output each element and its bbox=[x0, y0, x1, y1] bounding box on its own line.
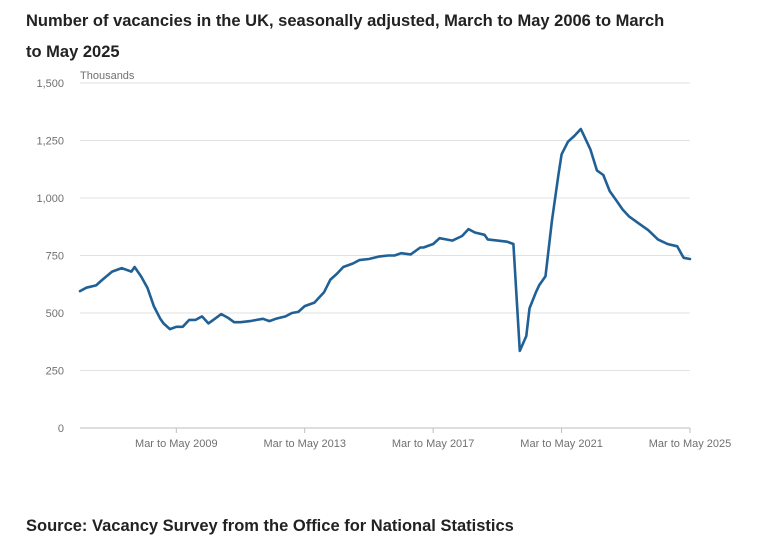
x-tick-label: Mar to May 2017 bbox=[392, 438, 475, 450]
chart-title: Number of vacancies in the UK, seasonall… bbox=[26, 12, 665, 61]
y-tick-label: 0 bbox=[58, 423, 64, 435]
y-tick-label: 1,500 bbox=[36, 78, 64, 90]
y-axis-ticks: 0 250 500 750 1,000 1,250 1,500 bbox=[36, 78, 64, 435]
y-tick-label: 1,250 bbox=[36, 136, 64, 148]
x-tick-label: Mar to May 2025 bbox=[649, 438, 732, 450]
gridlines bbox=[80, 82, 690, 371]
x-tick-label: Mar to May 2009 bbox=[135, 438, 218, 450]
y-tick-label: 1,000 bbox=[36, 193, 64, 205]
x-tick-label: Mar to May 2013 bbox=[263, 438, 346, 450]
vacancies-series-line bbox=[78, 127, 692, 353]
chart-source: Source: Vacancy Survey from the Office f… bbox=[26, 517, 514, 535]
x-tick-label: Mar to May 2021 bbox=[520, 438, 603, 450]
y-axis-unit-label: Thousands bbox=[80, 70, 135, 82]
x-axis-ticks: Mar to May 2009 Mar to May 2013 Mar to May… bbox=[135, 428, 731, 450]
y-tick-label: 250 bbox=[46, 366, 64, 378]
line-chart: 0 250 500 750 1,000 1,250 1,500 Thousands Mar … bbox=[36, 70, 731, 450]
y-tick-label: 750 bbox=[46, 251, 64, 263]
y-tick-label: 500 bbox=[46, 308, 64, 320]
